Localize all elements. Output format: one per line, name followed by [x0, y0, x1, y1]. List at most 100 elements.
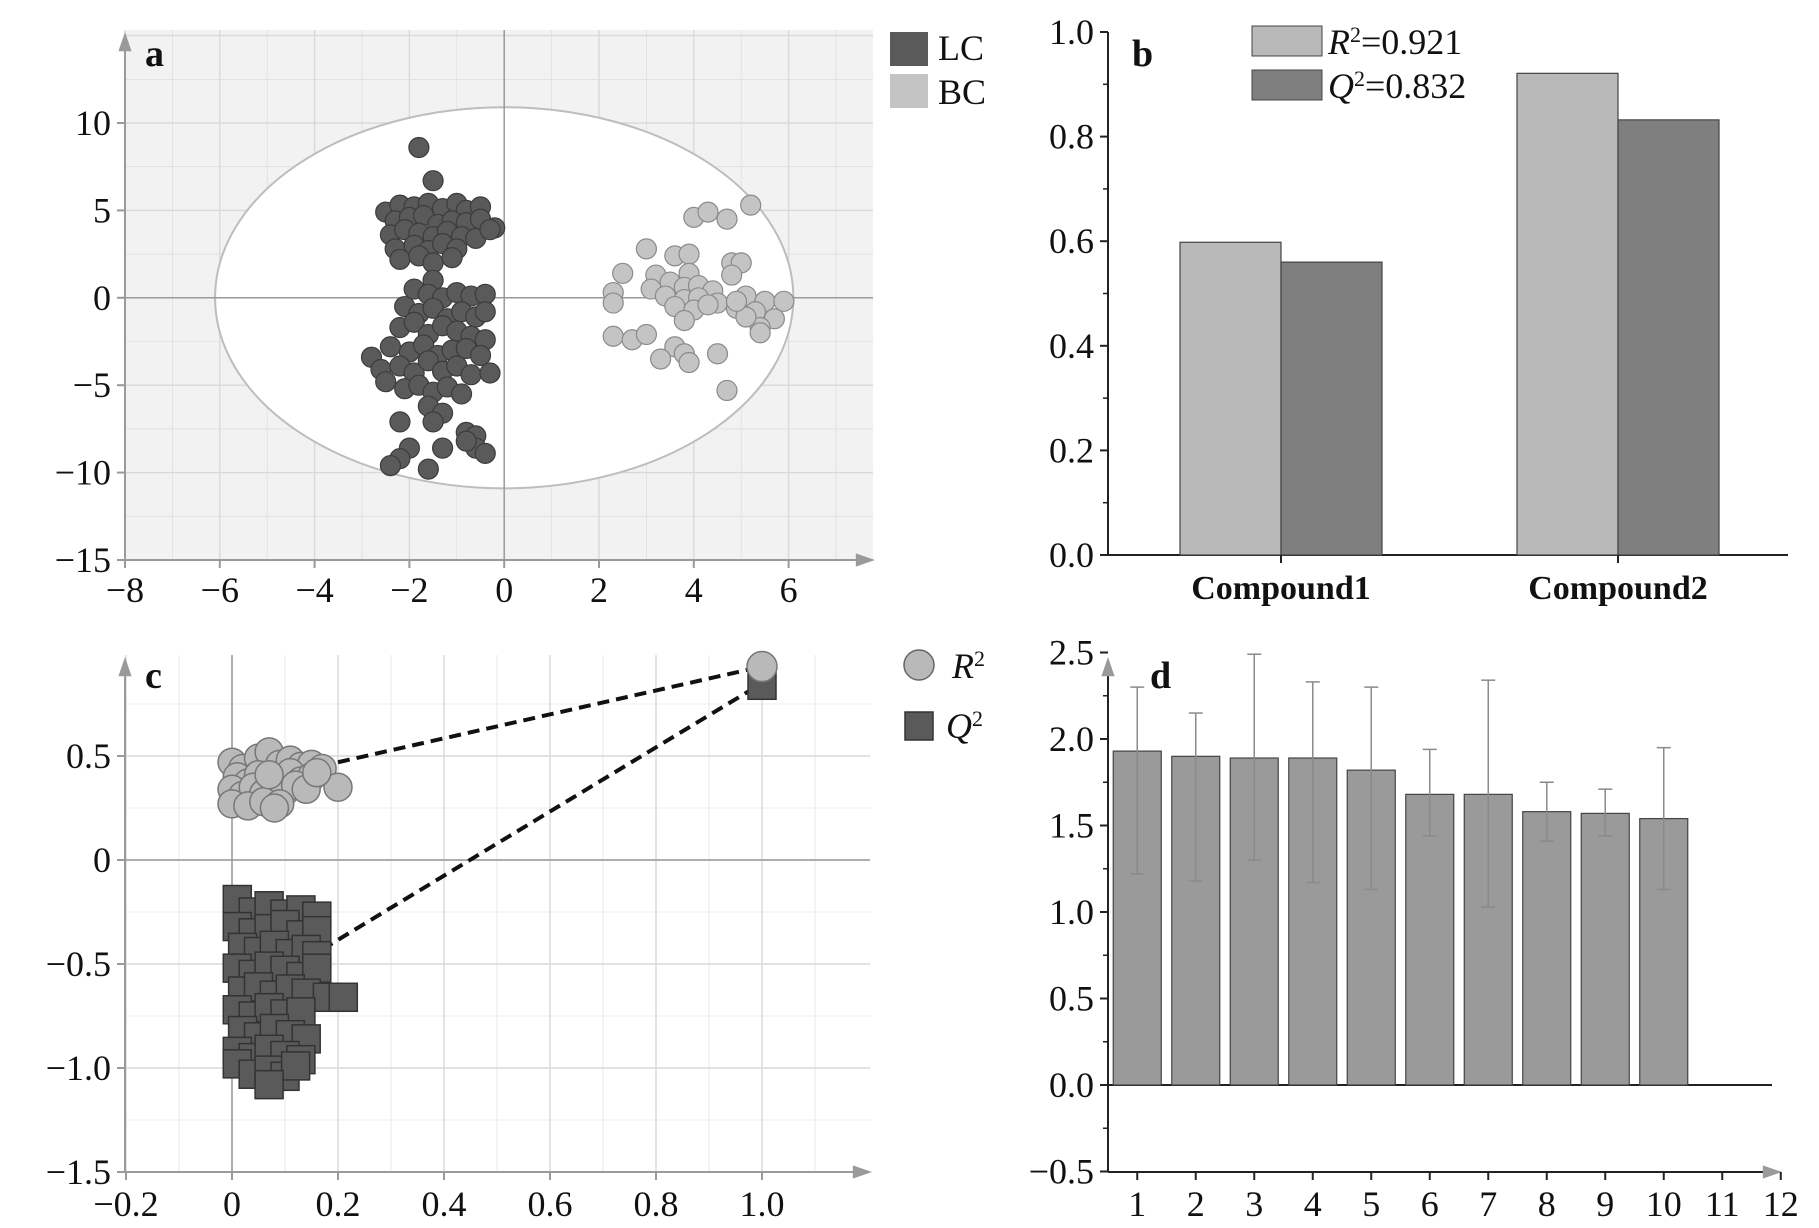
legend-lc-swatch: [890, 32, 928, 66]
d-bar: [1522, 811, 1572, 1086]
a-ytick-label: −5: [73, 365, 111, 405]
panel-d-bars: [1112, 653, 1689, 1086]
d-ytick-label: 1.5: [1049, 806, 1094, 846]
a-point-lc: [479, 362, 501, 384]
c-ytick-label: 0.5: [66, 736, 111, 776]
a-ytick-label: 10: [75, 103, 111, 143]
a-y-arrow: [118, 32, 132, 52]
legend-bc-swatch: [890, 74, 928, 108]
panel-c-tick-labels: −0.2 0 0.2 0.4 0.6 0.8 1.0 −1.5 −1.0 −0.5 0 0.5: [46, 736, 785, 1224]
d-bar: [1405, 793, 1455, 1086]
c-regression-line-q2: [321, 681, 764, 952]
panel-d-tick-labels: −0.50.00.51.01.52.02.51 2 3 4 5 6 7 8 9 10 11 12: [1029, 633, 1799, 1225]
d-xtick-label: 2: [1187, 1184, 1205, 1224]
a-xtick-label: 0: [495, 570, 513, 610]
panel-b-tick-labels: 0.0 0.2 0.4 0.6 0.8 1.0 Compound1 Compound2: [1049, 12, 1708, 607]
c-xtick-label: −0.2: [93, 1184, 158, 1224]
a-point-bc: [612, 262, 634, 284]
c-x-arrow: [852, 1165, 872, 1179]
legend-r2-text: R2=0.921: [1327, 22, 1462, 63]
a-point-bc: [635, 323, 658, 346]
d-xtick-label: 6: [1421, 1184, 1439, 1224]
c-ytick-label: −1.0: [46, 1048, 111, 1088]
a-x-arrow: [855, 553, 875, 567]
c-point-q2: [280, 1051, 311, 1081]
a-point-lc: [375, 371, 397, 393]
b-bar-q2: [1617, 119, 1720, 556]
legend-c-r2-marker: [903, 649, 935, 681]
a-point-lc: [474, 442, 496, 464]
b-ytick-label: 0.0: [1049, 535, 1094, 575]
panel-a-tick-labels: −8 −6 −4 −2 0 2 4 6 −15 −10 −5 0 5 10: [55, 103, 798, 610]
d-xtick-label: 5: [1362, 1184, 1380, 1224]
legend-q2-text: Q2=0.832: [1328, 66, 1466, 107]
a-point-bc: [725, 290, 748, 312]
a-point-bc: [721, 264, 743, 286]
a-point-lc: [479, 219, 501, 241]
a-xtick-label: 4: [685, 570, 703, 610]
d-xtick-label: 10: [1646, 1184, 1682, 1224]
a-point-bc: [716, 208, 738, 230]
a-point-lc: [441, 246, 463, 269]
b-ytick-label: 0.2: [1049, 430, 1094, 470]
a-point-lc: [422, 297, 444, 319]
c-point-r2: [254, 759, 284, 790]
a-point-bc: [773, 290, 795, 312]
d-xtick-label: 3: [1245, 1184, 1263, 1224]
a-point-bc: [706, 343, 729, 365]
a-xtick-label: −6: [201, 570, 239, 610]
a-point-lc: [408, 136, 430, 159]
d-xtick-label: 7: [1479, 1184, 1497, 1224]
a-point-lc: [460, 364, 482, 386]
c-point-r2: [323, 772, 353, 802]
panel-b-label: b: [1132, 33, 1153, 75]
b-bar-r2: [1179, 241, 1282, 556]
d-x-arrow: [1762, 1165, 1782, 1179]
d-bar: [1580, 812, 1630, 1086]
c-xtick-label: 0.8: [634, 1184, 679, 1224]
b-ytick-label: 0.8: [1049, 117, 1094, 157]
d-ytick-label: −0.5: [1029, 1152, 1094, 1192]
a-ytick-label: 0: [93, 278, 111, 318]
a-point-lc: [417, 458, 439, 480]
a-point-bc: [673, 309, 695, 332]
d-xtick-label: 4: [1304, 1184, 1322, 1224]
a-point-lc: [422, 170, 444, 192]
a-point-bc: [635, 238, 658, 260]
c-xtick-label: 1.0: [740, 1184, 785, 1224]
a-point-bc: [716, 379, 738, 402]
c-ytick-label: −0.5: [46, 944, 111, 984]
d-ytick-label: 2.0: [1049, 719, 1094, 759]
d-y-arrow: [1101, 657, 1115, 677]
a-xtick-label: 2: [590, 570, 608, 610]
a-point-lc: [403, 311, 425, 333]
d-ytick-label: 0.0: [1049, 1065, 1094, 1105]
d-ytick-label: 2.5: [1049, 633, 1094, 673]
c-ytick-label: 0: [93, 840, 111, 880]
d-xtick-label: 11: [1705, 1184, 1740, 1224]
c-point-q2: [254, 1069, 284, 1100]
a-point-bc: [678, 243, 700, 265]
c-point-r2: [259, 793, 290, 823]
c-regression-line-r2: [337, 664, 763, 765]
b-ytick-label: 0.4: [1049, 326, 1094, 366]
c-xtick-label: 0.6: [528, 1184, 573, 1224]
b-xtick-label: Compound2: [1528, 570, 1708, 607]
a-point-lc: [431, 437, 454, 459]
a-xtick-label: 6: [780, 570, 798, 610]
a-ytick-label: −15: [55, 540, 111, 580]
a-point-bc: [602, 292, 624, 314]
a-point-bc: [740, 194, 762, 216]
legend-c-r2-text: R2: [951, 646, 985, 687]
legend-bc-label: BC: [938, 72, 986, 112]
a-point-bc: [678, 351, 700, 374]
legend-q2-swatch: [1251, 69, 1323, 101]
a-ytick-label: 5: [93, 190, 111, 230]
a-xtick-label: −8: [106, 570, 144, 610]
c-xtick-label: 0.4: [422, 1184, 467, 1224]
a-point-lc: [417, 350, 439, 372]
b-bar-q2: [1280, 261, 1383, 556]
d-xtick-label: 9: [1596, 1184, 1614, 1224]
c-point-q2: [328, 982, 359, 1013]
